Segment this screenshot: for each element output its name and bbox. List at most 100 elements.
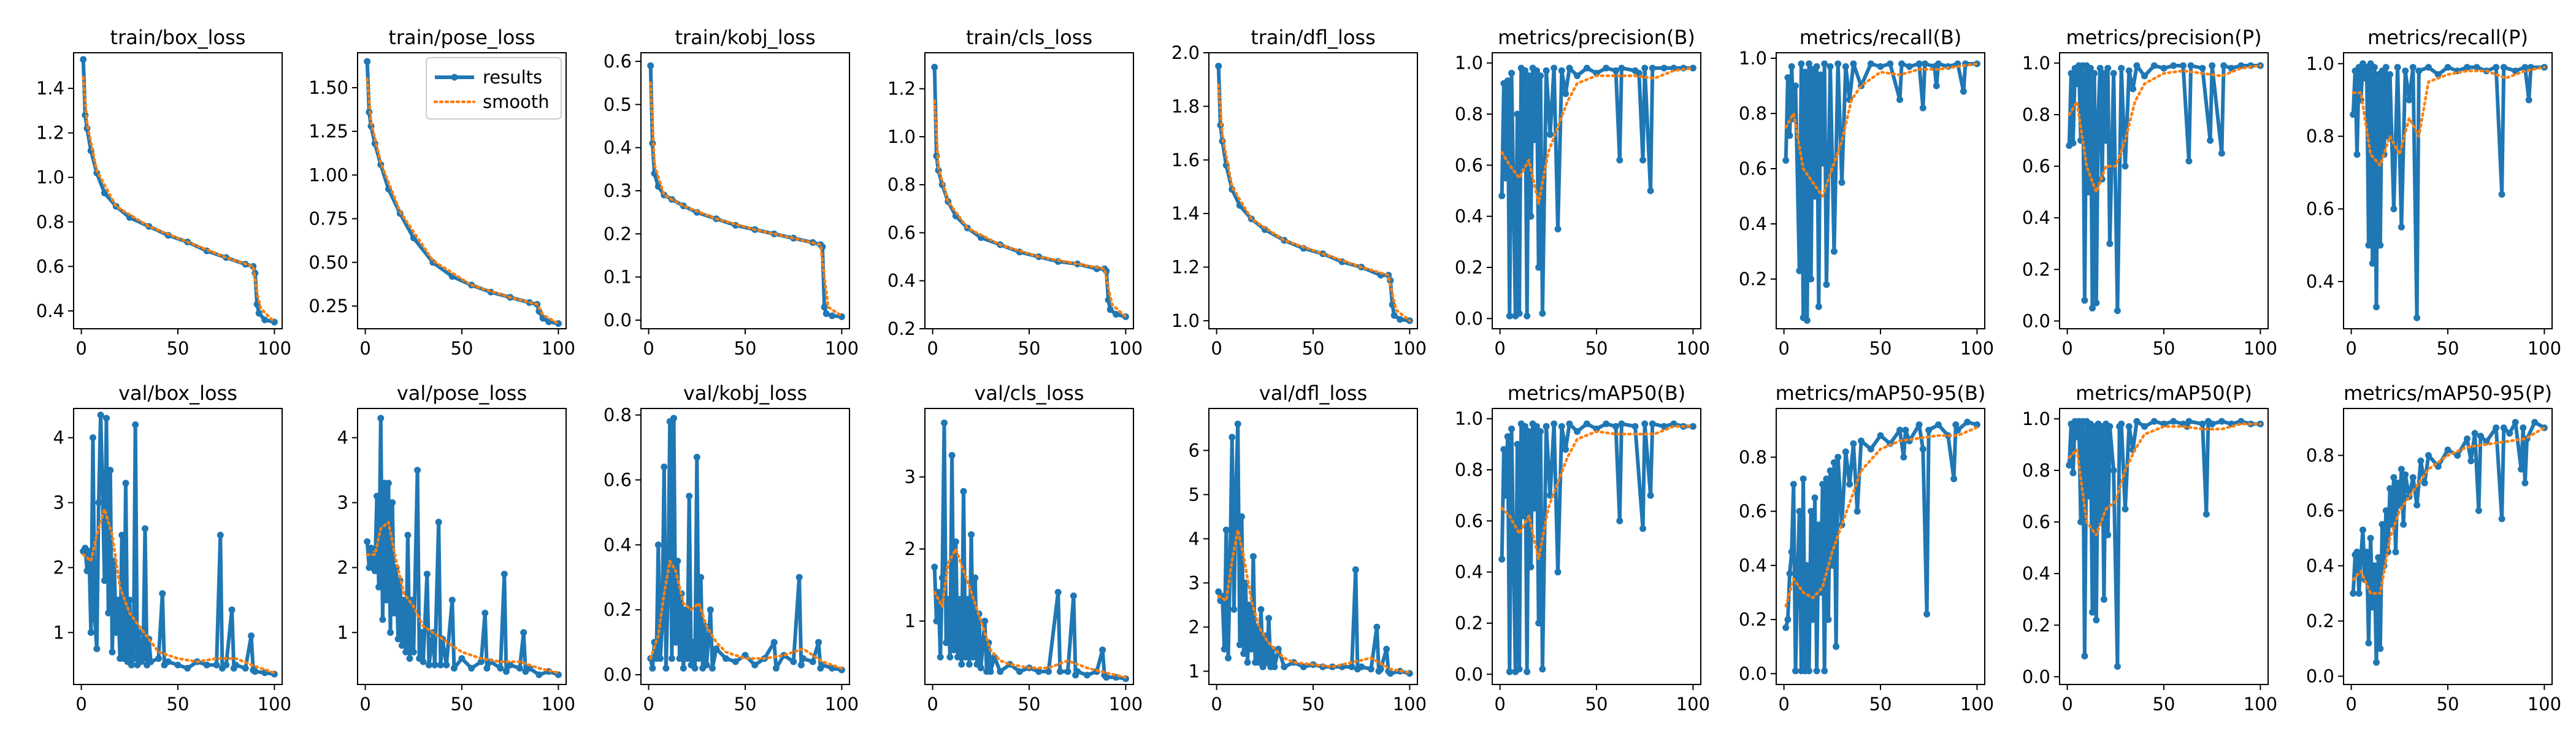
panel-train-cls-loss-y-tick-label: 0.4 <box>887 270 916 291</box>
panel-metrics-precision-p-title: metrics/precision(P) <box>2066 26 2261 49</box>
panel-val-cls-loss-data-point <box>965 661 973 668</box>
panel-metrics-precision-p-data-point <box>2141 72 2148 80</box>
panel-val-cls-loss-data-point <box>937 653 944 661</box>
panel-metrics-precision-b-data-point <box>1514 110 1521 118</box>
panel-metrics-map50-b-data-point <box>1574 428 1581 435</box>
panel-metrics-recall-b-x-tick-label: 50 <box>1869 338 1892 359</box>
panel-train-cls-loss-y-tick-label: 0.8 <box>887 174 916 195</box>
panel-metrics-precision-p-data-point <box>2089 304 2096 312</box>
panel-metrics-map50-p-data-point <box>2150 418 2158 425</box>
panel-metrics-map50-b-data-point <box>1531 505 1538 512</box>
panel-val-pose-loss-data-point <box>481 610 489 616</box>
panel-val-box-loss-y-tick-label: 2 <box>53 557 64 578</box>
panel-val-box-loss-data-point <box>217 532 224 539</box>
panel-metrics-map50-95-b-data-point <box>1833 643 1840 650</box>
panel-metrics-map50-95-p-data-point <box>2417 458 2425 464</box>
panel-metrics-map50-95-b-y-tick-label: 0.8 <box>1739 447 1767 467</box>
panel-val-pose-loss-data-point <box>374 493 380 500</box>
panel-val-kobj-loss-data-point <box>676 655 683 662</box>
panel-val-cls-loss-data-point <box>938 574 946 581</box>
panel-metrics-map50-95-b-data-point <box>1819 481 1827 488</box>
panel-val-pose-loss-data-point <box>387 629 394 636</box>
panel-metrics-recall-b-data-point <box>1817 71 1824 79</box>
panel-train-dfl-loss-data-point <box>1215 63 1222 70</box>
panel-train-dfl-loss-series-smooth <box>1217 83 1411 323</box>
panel-metrics-map50-95-p-data-point <box>2365 640 2372 646</box>
panel-metrics-map50-95-p-data-point <box>2520 424 2527 431</box>
panel-metrics-recall-p-y-tick-label: 0.6 <box>2306 199 2334 220</box>
panel-val-pose-loss-data-point <box>450 665 458 672</box>
panel-metrics-map50-95-b-x-tick-label: 100 <box>1960 694 1994 715</box>
panel-metrics-recall-b-data-point <box>1819 159 1827 167</box>
panel-metrics-map50-95-b-data-point <box>1830 459 1838 466</box>
panel-metrics-recall-b-smooth-line <box>1784 62 1979 198</box>
panel-metrics-precision-p-y-tick-label: 0.4 <box>2022 207 2050 228</box>
panel-metrics-map50-95-b-series-results <box>1782 418 1980 675</box>
panel-val-dfl-loss-data-point <box>1383 645 1390 653</box>
panel-metrics-map50-p-data-point <box>2202 510 2210 518</box>
panel-metrics-precision-b-data-point <box>1506 312 1513 320</box>
panel-metrics-map50-95-p-data-point <box>2498 515 2505 523</box>
panel-metrics-recall-p-data-point <box>2521 64 2529 71</box>
panel-val-box-loss-data-point <box>93 645 101 653</box>
panel-metrics-map50-p: metrics/mAP50(P) 0 50 100 0.0 0.2 0.4 0.6 0.8 1.0 <box>2022 381 2277 715</box>
panel-val-dfl-loss-data-point <box>1259 663 1267 670</box>
panel-metrics-map50-p-results-line <box>2067 420 2263 669</box>
panel-metrics-map50-b-data-point <box>1502 492 1509 499</box>
panel-val-box-loss-data-point <box>164 658 172 665</box>
panel-metrics-recall-b-x-tick-label: 100 <box>1960 338 1994 359</box>
panel-val-kobj-loss-smooth-line <box>649 559 843 670</box>
panel-metrics-precision-p-y-tick-label: 1.0 <box>2022 53 2050 74</box>
panel-metrics-map50-b-data-point <box>1647 492 1654 499</box>
panel-metrics-map50-b-data-point <box>1566 420 1573 427</box>
panel-train-cls-loss-axes-frame <box>924 52 1134 329</box>
panel-val-dfl-loss-y-tick-label: 5 <box>1189 484 1200 505</box>
panel-metrics-recall-p-data-point <box>2373 304 2380 310</box>
panel-metrics-precision-b-data-point <box>1647 187 1654 194</box>
panel-val-cls-loss-data-point <box>1083 672 1091 679</box>
panel-metrics-map50-95-b-data-point <box>1815 521 1822 529</box>
panel-metrics-map50-95-b-data-point <box>1919 445 1926 453</box>
panel-metrics-map50-95-p-data-point <box>2409 474 2417 481</box>
panel-metrics-map50-95-b-data-point <box>1925 426 1933 434</box>
panel-metrics-precision-p-data-point <box>2093 299 2100 307</box>
panel-val-kobj-loss-data-point <box>697 573 705 581</box>
panel-val-dfl-loss-y-tick-label: 4 <box>1189 528 1200 549</box>
panel-metrics-precision-b-data-point <box>1502 174 1509 182</box>
panel-metrics-map50-p-data-point <box>2160 420 2168 427</box>
panel-train-kobj-loss-y-tick-label: 0.0 <box>604 310 632 331</box>
panel-val-kobj-loss-data-point <box>709 665 716 672</box>
panel-metrics-map50-95-p-data-point <box>2464 435 2471 442</box>
panel-val-dfl-loss-data-point <box>1244 659 1251 666</box>
panel-val-kobj-loss-y-tick-label: 0.8 <box>604 405 632 426</box>
panel-val-pose-loss-x-tick-label: 50 <box>451 694 473 715</box>
panel-metrics-map50-b-data-point <box>1500 446 1508 453</box>
panel-metrics-precision-b-series-results <box>1498 64 1696 320</box>
panel-val-kobj-loss-data-point <box>809 658 816 665</box>
panel-metrics-recall-b-series-results <box>1782 60 1980 324</box>
panel-metrics-map50-95-p: metrics/mAP50-95(P) 0 50 100 0.0 0.2 0.4 0.6 0.8 <box>2306 381 2561 715</box>
panel-metrics-recall-p-data-point <box>2464 64 2471 71</box>
panel-metrics-map50-95-b-data-point <box>1809 616 1817 623</box>
panel-metrics-map50-p-x-tick-label: 50 <box>2153 694 2175 715</box>
panel-metrics-map50-p-data-point <box>2141 423 2148 430</box>
panel-train-cls-loss: train/cls_loss 0 50 100 0.2 0.4 0.6 0.8 1.0 1.2 <box>887 26 1143 359</box>
panel-metrics-map50-95-p-data-point <box>2398 466 2405 473</box>
panel-metrics-recall-b-y-tick-label: 0.6 <box>1739 158 1767 179</box>
panel-metrics-precision-b-data-point <box>1616 156 1623 164</box>
panel-metrics-precision-b-data-point <box>1533 67 1540 74</box>
panel-val-cls-loss-results-line <box>932 421 1128 681</box>
panel-train-kobj-loss-y-tick-label: 0.1 <box>604 267 632 288</box>
panel-metrics-map50-95-b-data-point <box>1794 575 1801 583</box>
panel-train-dfl-loss-y-tick-label: 1.8 <box>1171 96 1200 117</box>
panel-metrics-map50-95-p-data-point <box>2394 480 2401 486</box>
panel-metrics-precision-p-series-smooth <box>2068 64 2262 194</box>
panel-val-kobj-loss-data-point <box>684 655 691 662</box>
panel-val-cls-loss-data-point <box>943 639 950 646</box>
panel-val-box-loss-x-tick-label: 100 <box>258 694 291 715</box>
panel-metrics-map50-95-p-series-results <box>2350 419 2548 666</box>
panel-metrics-map50-95-p-data-point <box>2493 424 2500 431</box>
panel-val-box-loss-data-point <box>248 632 255 640</box>
panel-val-box-loss-data-point <box>114 596 121 604</box>
